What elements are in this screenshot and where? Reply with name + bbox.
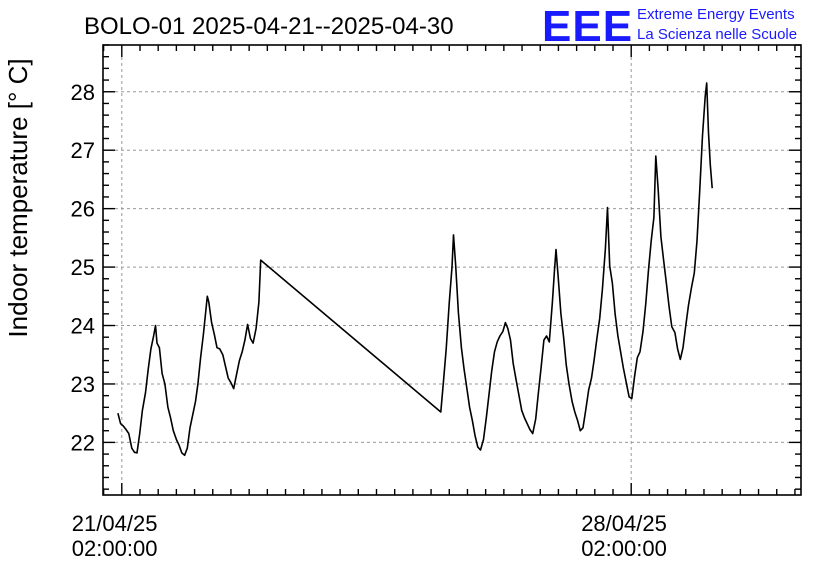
y-tick-label: 24 [71,314,95,339]
y-tick-label: 26 [71,197,95,222]
temperature-series-line [117,82,713,457]
plot-frame [102,44,802,496]
y-axis-label: Indoor temperature [° C] [3,58,33,337]
x-tick-label-date: 21/04/25 [72,511,158,536]
y-tick-label: 28 [71,80,95,105]
y-tick-label: 25 [71,255,95,280]
chart-title: BOLO-01 2025-04-21--2025-04-30 [84,13,454,40]
x-tick-label-date: 28/04/25 [581,511,667,536]
y-tick-labels: 22 23 24 25 26 27 28 [71,80,95,456]
y-tick-label: 27 [71,138,95,163]
eee-logo: EEE Extreme Energy Events La Scienza nel… [542,2,797,51]
org-name-line2: La Scienza nelle Scuole [637,26,797,43]
y-tick-label: 22 [71,430,95,455]
axis-ticks [102,44,801,495]
y-tick-label: 23 [71,372,95,397]
eee-logo-mark: EEE [542,2,633,51]
org-name-line1: Extreme Energy Events [637,6,795,23]
x-tick-label-time: 02:00:00 [581,536,667,561]
x-tick-label-time: 02:00:00 [72,536,158,561]
